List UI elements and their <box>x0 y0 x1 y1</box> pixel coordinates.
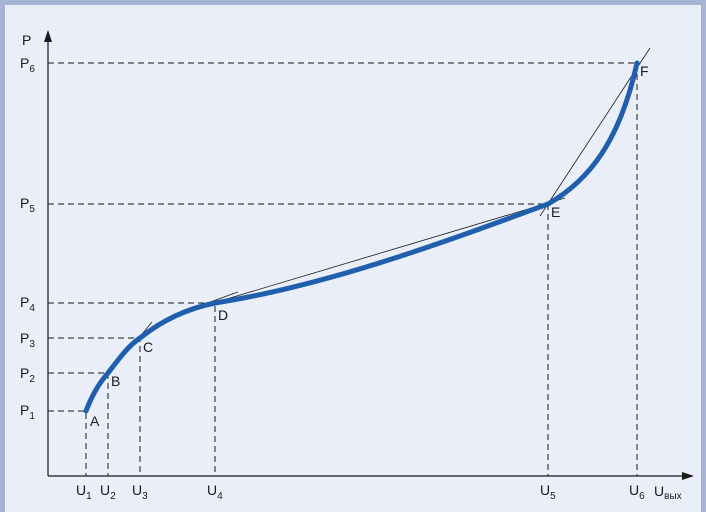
x-tick-u2: U2 <box>100 482 116 502</box>
point-label-b: B <box>111 373 120 389</box>
guide-f <box>48 62 638 476</box>
y-axis-title: P <box>22 32 31 48</box>
x-tick-u6: U6 <box>629 482 645 502</box>
x-tick-u5: U5 <box>540 482 556 502</box>
y-tick-p6: P6 <box>20 55 35 75</box>
x-axis-title: Uвых <box>654 483 682 502</box>
guide-c <box>48 337 141 476</box>
guide-lines <box>48 62 638 476</box>
y-tick-p5: P5 <box>20 195 35 215</box>
y-tick-p4: P4 <box>20 294 35 314</box>
point-label-e: E <box>551 204 560 220</box>
x-tick-u4: U4 <box>207 482 223 502</box>
point-label-f: F <box>640 63 649 79</box>
characteristic-curve <box>83 60 640 414</box>
guide-e <box>48 203 549 476</box>
guide-a <box>48 410 87 476</box>
x-tick-u1: U1 <box>76 482 92 502</box>
diagram-panel <box>5 5 701 512</box>
y-tick-p2: P2 <box>20 365 35 385</box>
guide-d <box>48 302 216 476</box>
x-axis-arrow <box>682 472 694 480</box>
point-label-c: C <box>143 339 153 355</box>
point-label-d: D <box>218 307 228 323</box>
y-tick-p3: P3 <box>20 330 35 350</box>
y-axis-arrow <box>44 30 52 42</box>
y-tick-p1: P1 <box>20 402 35 422</box>
x-tick-u3: U3 <box>132 482 148 502</box>
point-label-a: A <box>90 413 100 429</box>
tangent-lines <box>93 47 651 393</box>
